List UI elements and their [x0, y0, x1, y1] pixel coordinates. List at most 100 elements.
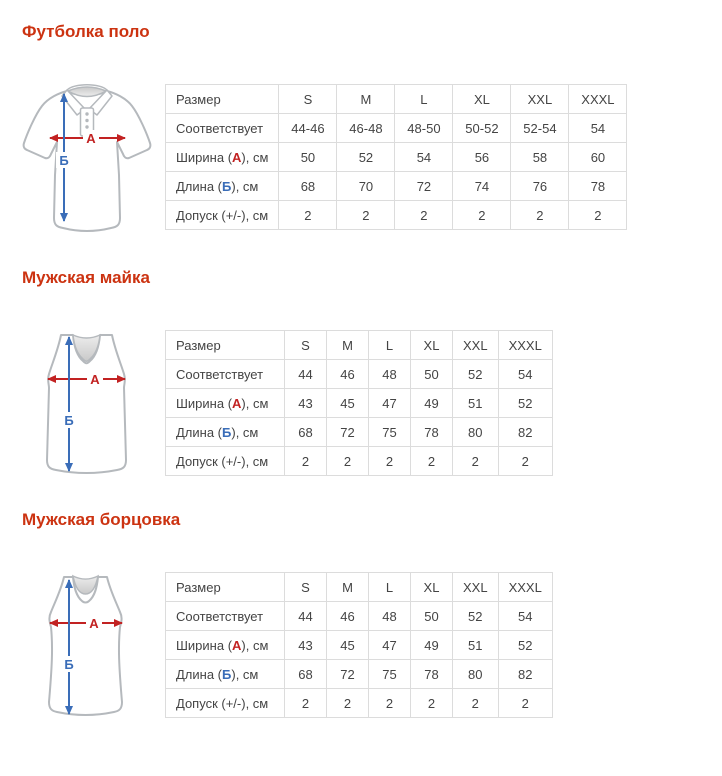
collar-right-flap — [87, 89, 113, 116]
size-value-cell: 2 — [510, 200, 570, 230]
button-icon — [84, 112, 89, 116]
section-body: А Б Размер S M L XL XXL XXXL Соответствует 44 46 4… — [0, 330, 722, 480]
section-polo: Футболка поло — [0, 22, 722, 238]
size-value-cell: 2 — [452, 688, 499, 718]
page-title: Мужская борцовка — [22, 510, 181, 529]
page-title: Мужская майка — [22, 268, 150, 287]
length-label-b: Б — [64, 657, 73, 672]
section-racerback: Мужская борцовка А — [0, 510, 722, 722]
width-arrow: А — [48, 130, 126, 146]
width-arrow: А — [49, 615, 123, 631]
size-value-cell: 2 — [497, 446, 553, 476]
size-value-cell: 50 — [410, 359, 453, 389]
size-value-cell: 50-52 — [452, 113, 512, 143]
size-value-cell: 75 — [368, 659, 411, 689]
table-row: Допуск (+/-), см 2 2 2 2 2 2 — [165, 446, 553, 476]
size-table: Размер S M L XL XXL XXXL Соответствует 44 46 48 50 5… — [165, 330, 553, 476]
table-row: Длина (Б), см 68 72 75 78 80 82 — [165, 659, 553, 689]
size-value-cell: 44-46 — [278, 113, 338, 143]
size-column-header: S — [278, 84, 338, 114]
size-value-cell: 46 — [326, 601, 369, 631]
size-value-cell: 2 — [452, 446, 499, 476]
size-value-cell: 80 — [452, 659, 499, 689]
dimension-letter: Б — [222, 178, 232, 194]
size-column-header: L — [394, 84, 454, 114]
size-value-cell: 46-48 — [336, 113, 396, 143]
size-value-cell: 2 — [326, 688, 369, 718]
size-value-cell: 2 — [284, 446, 327, 476]
table-row: Ширина (А), см 50 52 54 56 58 60 — [164, 142, 628, 172]
size-table-caption-cell: Размер — [164, 84, 280, 114]
size-value-cell: 2 — [568, 200, 628, 230]
size-table-caption-cell: Размер — [165, 330, 285, 360]
width-label-a: А — [89, 616, 99, 631]
size-column-header: L — [368, 572, 411, 602]
size-column-header: XXXL — [568, 84, 628, 114]
size-value-cell: 43 — [284, 388, 327, 418]
size-value-cell: 50 — [410, 601, 453, 631]
size-column-header: L — [368, 330, 411, 360]
button-icon — [84, 118, 89, 123]
racerback-figure: А Б — [8, 572, 165, 722]
length-arrow: Б — [55, 93, 72, 222]
size-column-header: S — [284, 330, 327, 360]
size-value-cell: 50 — [278, 142, 338, 172]
table-row: Ширина (А), см 43 45 47 49 51 52 — [165, 630, 553, 660]
size-value-cell: 56 — [452, 142, 512, 172]
size-value-cell: 68 — [278, 171, 338, 201]
row-label: Длина (Б), см — [165, 659, 285, 689]
size-value-cell: 58 — [510, 142, 570, 172]
size-value-cell: 54 — [497, 601, 553, 631]
width-label-a: А — [90, 372, 100, 387]
size-column-header: XXXL — [497, 330, 553, 360]
dimension-letter: Б — [222, 424, 232, 440]
size-value-cell: 52 — [452, 601, 499, 631]
polo-shirt-figure: А Б — [8, 80, 165, 238]
row-label: Длина (Б), см — [165, 417, 285, 447]
size-value-cell: 52-54 — [510, 113, 570, 143]
size-column-header: XL — [410, 572, 453, 602]
size-value-cell: 78 — [410, 659, 453, 689]
size-value-cell: 46 — [326, 359, 369, 389]
size-value-cell: 78 — [410, 417, 453, 447]
size-value-cell: 72 — [326, 417, 369, 447]
length-label-b: Б — [64, 413, 73, 428]
size-value-cell: 68 — [284, 659, 327, 689]
size-value-cell: 82 — [497, 659, 553, 689]
size-value-cell: 49 — [410, 630, 453, 660]
size-table-caption-cell: Размер — [165, 572, 285, 602]
size-value-cell: 72 — [326, 659, 369, 689]
length-arrow: Б — [61, 579, 77, 715]
size-value-cell: 80 — [452, 417, 499, 447]
table-row: Длина (Б), см 68 72 75 78 80 82 — [165, 417, 553, 447]
row-label: Допуск (+/-), см — [165, 446, 285, 476]
size-value-cell: 2 — [497, 688, 553, 718]
table-row: Ширина (А), см 43 45 47 49 51 52 — [165, 388, 553, 418]
racerback-illustration: А Б — [48, 574, 123, 716]
length-arrow: Б — [61, 336, 77, 472]
table-row: Соответствует 44 46 48 50 52 54 — [165, 359, 553, 389]
collar-band — [65, 84, 108, 91]
dimension-letter: А — [232, 395, 242, 411]
size-value-cell: 2 — [278, 200, 338, 230]
tank-top-illustration: А Б — [46, 333, 127, 474]
size-value-cell: 2 — [368, 446, 411, 476]
size-column-header: XL — [452, 84, 512, 114]
button-icon — [84, 125, 89, 129]
polo-shirt-illustration: А Б — [22, 84, 151, 232]
size-value-cell: 75 — [368, 417, 411, 447]
row-label: Длина (Б), см — [164, 171, 280, 201]
row-label: Ширина (А), см — [165, 630, 285, 660]
table-row: Допуск (+/-), см 2 2 2 2 2 2 — [164, 200, 628, 230]
size-value-cell: 43 — [284, 630, 327, 660]
section-body: А Б Размер S M L XL XXL XXXL Соответствует 44 46 4… — [0, 572, 722, 722]
size-column-header: M — [336, 84, 396, 114]
page-title: Футболка поло — [22, 22, 150, 41]
row-label: Ширина (А), см — [164, 142, 280, 172]
row-label: Соответствует — [165, 601, 285, 631]
table-row: Длина (Б), см 68 70 72 74 76 78 — [164, 171, 628, 201]
size-value-cell: 45 — [326, 388, 369, 418]
size-value-cell: 60 — [568, 142, 628, 172]
size-value-cell: 2 — [410, 446, 453, 476]
size-value-cell: 54 — [497, 359, 553, 389]
